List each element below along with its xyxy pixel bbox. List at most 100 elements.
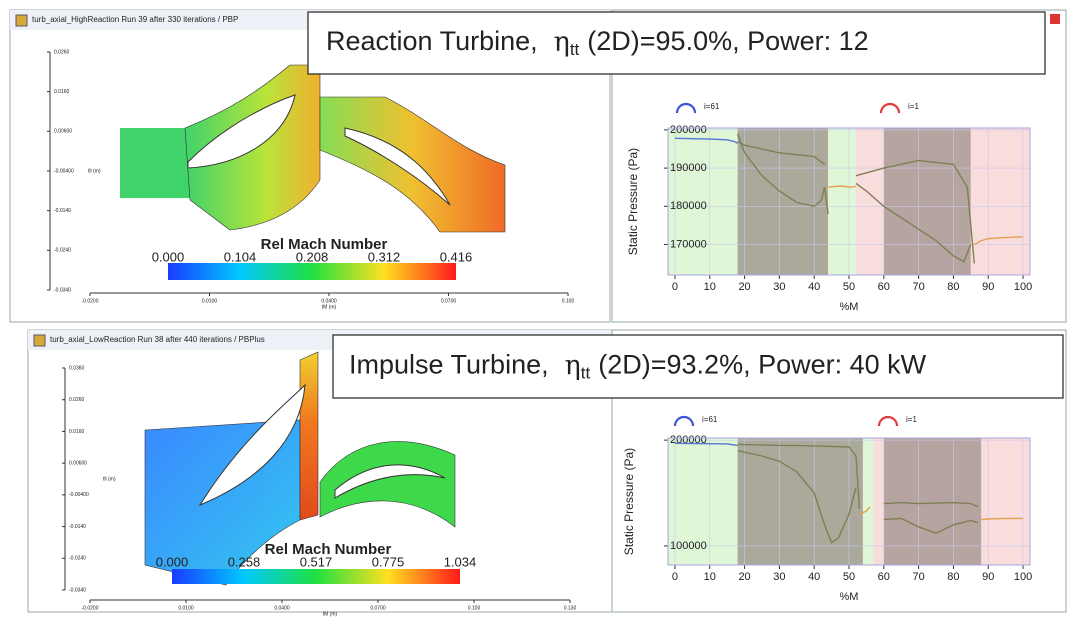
x-tick-label: 90 xyxy=(982,571,994,583)
y-tick-label: 0.00600 xyxy=(69,460,87,466)
callout-text: Impulse Turbine, ηtt (2D)=93.2%, Power: 40… xyxy=(349,350,927,383)
x-tick-label: 80 xyxy=(947,281,959,293)
close-button[interactable] xyxy=(1050,14,1060,24)
pressure-line xyxy=(828,185,857,188)
x-tick-label: 0 xyxy=(672,281,678,293)
x-tick-label: 70 xyxy=(912,571,924,583)
rotor-passage xyxy=(319,441,456,528)
callout-box xyxy=(332,334,1064,399)
callout-suffix: (2D)=93.2%, Power: 40 kW xyxy=(598,350,926,380)
axis-label: tll (m) xyxy=(88,168,101,174)
blade-region xyxy=(855,128,884,275)
x-tick-label: 0 xyxy=(672,571,678,583)
x-tick-label: 20 xyxy=(738,571,750,583)
colorbar-label: 0.775 xyxy=(372,554,405,569)
colorbar-label: 0.312 xyxy=(368,249,401,264)
x-tick-label: 0.0700 xyxy=(370,605,386,611)
plot-frame xyxy=(667,437,1031,566)
pressure-line xyxy=(737,140,826,165)
x-tick-label: 70 xyxy=(912,281,924,293)
y-tick-label: 0.0260 xyxy=(54,49,70,55)
y-tick-label: -0.0240 xyxy=(69,556,86,562)
marker-label: i=1 xyxy=(906,415,917,424)
pressure-line xyxy=(855,159,975,264)
pressure-line xyxy=(855,182,972,263)
x-tick-label: 60 xyxy=(878,571,890,583)
callout-text: Reaction Turbine, ηtt (2D)=95.0%, Power: 1… xyxy=(326,26,869,59)
rotor-blade xyxy=(344,127,451,206)
blade-contours xyxy=(120,64,506,586)
colorbar-title: Rel Mach Number xyxy=(261,236,388,253)
y-tick-label: 180000 xyxy=(670,200,707,212)
pressure-line xyxy=(737,443,861,509)
x-tick-label: 30 xyxy=(773,571,785,583)
blade-marker xyxy=(675,102,697,114)
x-tick-label: -0.0200 xyxy=(82,605,99,611)
colorbar-title: Rel Mach Number xyxy=(265,541,392,558)
eta-symbol: η xyxy=(565,350,581,381)
marker-label: i=61 xyxy=(704,102,720,111)
window-icon xyxy=(33,334,46,347)
window-icon xyxy=(15,14,28,27)
x-tick-label: 0.0400 xyxy=(321,298,337,304)
blade-marker xyxy=(673,415,695,427)
x-tick-label: 0.130 xyxy=(564,605,577,611)
colorbar-label: 0.416 xyxy=(440,249,473,264)
pressure-line xyxy=(674,442,738,447)
rotor-blade xyxy=(334,464,446,499)
callout-prefix: Reaction Turbine, xyxy=(326,26,538,56)
blade-region xyxy=(668,438,738,565)
eta-subscript: tt xyxy=(581,364,591,383)
y-tick-label: 0.0160 xyxy=(69,429,85,435)
colorbar-label: 0.517 xyxy=(300,554,333,569)
marker-label: i=61 xyxy=(702,415,718,424)
x-tick-label: 0.0700 xyxy=(441,298,457,304)
x-tick-label: 0.0100 xyxy=(178,605,194,611)
x-tick-label: 0.0400 xyxy=(274,605,290,611)
eta-subscript: tt xyxy=(570,40,580,59)
y-tick-label: 190000 xyxy=(670,162,707,174)
plot-frame xyxy=(667,127,1031,276)
x-tick-label: 50 xyxy=(843,281,855,293)
y-tick-label: 170000 xyxy=(670,238,707,250)
axis-label: Static Pressure (Pa) xyxy=(626,148,640,255)
x-tick-label: 100 xyxy=(1014,571,1032,583)
window-title: turb_axial_HighReaction Run 39 after 330… xyxy=(32,15,238,24)
stator-blade xyxy=(187,94,296,169)
pressure-line xyxy=(736,133,829,214)
blade-region xyxy=(873,438,884,565)
callout-box xyxy=(307,11,1046,75)
pressure-line xyxy=(883,501,979,508)
marker-label: i=1 xyxy=(908,102,919,111)
y-tick-label: -0.00400 xyxy=(54,168,74,174)
x-tick-label: 60 xyxy=(878,281,890,293)
x-tick-label: 20 xyxy=(738,281,750,293)
pressure-line xyxy=(883,517,979,535)
colorbar xyxy=(172,569,460,584)
y-tick-label: -0.00400 xyxy=(69,492,89,498)
y-tick-label: 0.0360 xyxy=(69,365,85,371)
y-tick-label: 200000 xyxy=(670,124,707,136)
y-tick-label: 0.00600 xyxy=(54,129,72,135)
window-title: turb_axial_LowReaction Run 38 after 440 … xyxy=(50,335,265,344)
colorbar-label: 0.258 xyxy=(228,554,261,569)
blade-region xyxy=(981,438,1030,565)
axis-label: tM (m) xyxy=(322,304,337,310)
y-tick-label: -0.0240 xyxy=(54,248,71,254)
pressure-line xyxy=(981,517,1023,521)
x-tick-label: -0.0200 xyxy=(82,298,99,304)
x-tick-label: 0.100 xyxy=(468,605,481,611)
pressure-line xyxy=(859,506,871,515)
callout-prefix: Impulse Turbine, xyxy=(349,350,549,380)
eta-symbol: η xyxy=(554,27,570,58)
y-tick-label: 100000 xyxy=(670,540,707,552)
x-tick-label: 0.0100 xyxy=(202,298,218,304)
colorbar-label: 0.000 xyxy=(156,554,189,569)
x-tick-label: 80 xyxy=(947,571,959,583)
stator-passage xyxy=(299,351,319,521)
x-tick-label: 10 xyxy=(704,571,716,583)
y-tick-label: -0.0340 xyxy=(54,287,71,293)
axis-label: %M xyxy=(840,591,859,603)
inlet-region xyxy=(120,128,190,198)
